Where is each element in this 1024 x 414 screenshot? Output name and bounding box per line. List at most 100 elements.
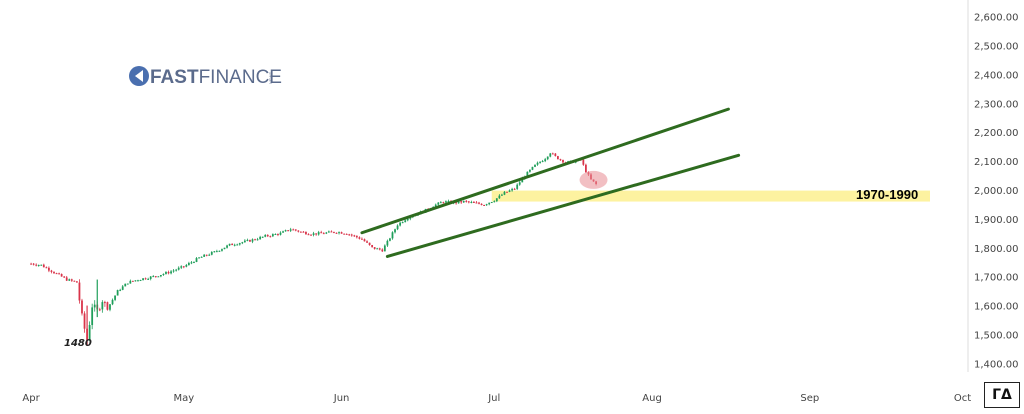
candle-body bbox=[246, 239, 249, 241]
candle-body bbox=[231, 243, 234, 246]
candle-body bbox=[539, 161, 541, 163]
candle-body bbox=[83, 313, 86, 329]
candle-body bbox=[521, 178, 524, 183]
candle-body bbox=[320, 232, 323, 234]
candle-body bbox=[203, 254, 206, 257]
candle-body bbox=[493, 201, 496, 203]
y-tick-label: 2,200.00 bbox=[974, 128, 1019, 139]
candle-body bbox=[249, 239, 251, 242]
candle-body bbox=[129, 280, 132, 284]
x-tick-label: Apr bbox=[22, 393, 40, 404]
candle-body bbox=[48, 267, 50, 271]
candle-body bbox=[264, 235, 267, 237]
candle-body bbox=[391, 232, 394, 239]
candle-body bbox=[124, 283, 127, 287]
candle-body bbox=[42, 264, 45, 268]
candle-body bbox=[236, 244, 239, 246]
candle-body bbox=[335, 232, 338, 234]
candle-body bbox=[381, 249, 384, 252]
candle-body bbox=[470, 201, 473, 203]
low-annotation-label: 1480 bbox=[64, 338, 92, 349]
candle-body bbox=[274, 234, 277, 236]
candle-body bbox=[315, 233, 318, 235]
candle-body bbox=[376, 248, 379, 250]
candle-body bbox=[175, 269, 178, 271]
y-tick-label: 1,900.00 bbox=[974, 215, 1019, 226]
candle-body bbox=[307, 234, 310, 236]
candle-body bbox=[350, 234, 353, 236]
candle-body bbox=[177, 267, 180, 270]
candle-body bbox=[404, 220, 407, 223]
candle-body bbox=[58, 273, 60, 275]
candle-body bbox=[310, 234, 312, 236]
candle-body bbox=[35, 264, 38, 266]
candle-body bbox=[279, 232, 282, 235]
candle-body bbox=[139, 280, 142, 282]
candle-body bbox=[154, 276, 157, 278]
candle-body bbox=[147, 278, 150, 280]
candle-body bbox=[582, 159, 585, 165]
candle-body bbox=[544, 159, 547, 162]
candle-body bbox=[106, 302, 109, 310]
y-tick-label: 2,000.00 bbox=[974, 186, 1019, 197]
candle-body bbox=[254, 239, 256, 241]
candle-body bbox=[490, 202, 493, 204]
candle-body bbox=[473, 201, 475, 203]
candle-body bbox=[401, 222, 404, 224]
candle-body bbox=[312, 233, 315, 235]
candle-body bbox=[386, 240, 389, 246]
candle-body bbox=[193, 261, 195, 263]
candle-body bbox=[233, 244, 236, 246]
candle-body bbox=[396, 225, 399, 230]
y-tick-label: 1,700.00 bbox=[974, 273, 1019, 284]
candle-body bbox=[65, 277, 68, 281]
candle-body bbox=[373, 247, 376, 249]
logo-small-text: NEWS bbox=[268, 72, 273, 84]
candle-body bbox=[297, 230, 300, 232]
candle-body bbox=[60, 273, 63, 277]
candle-body bbox=[45, 267, 48, 269]
candle-body bbox=[111, 299, 114, 305]
x-tick-label: Jun bbox=[333, 393, 350, 404]
support-zone-band bbox=[491, 190, 930, 202]
candle-body bbox=[172, 270, 175, 272]
candle-body bbox=[221, 249, 223, 251]
candle-body bbox=[322, 233, 325, 235]
candle-body bbox=[271, 234, 274, 237]
candle-body bbox=[101, 302, 104, 310]
candle-body bbox=[259, 236, 262, 240]
x-tick-label: Jul bbox=[487, 393, 500, 404]
candle-body bbox=[455, 202, 458, 204]
candle-body bbox=[277, 234, 279, 236]
candle-body bbox=[70, 279, 73, 281]
candle-body bbox=[282, 231, 284, 233]
candle-body bbox=[457, 201, 460, 204]
candle-body bbox=[445, 201, 447, 203]
candle-body bbox=[116, 290, 119, 296]
candle-body bbox=[73, 280, 76, 282]
candle-body bbox=[485, 204, 488, 206]
candle-body bbox=[103, 302, 106, 304]
y-tick-label: 2,100.00 bbox=[974, 157, 1019, 168]
candle-body bbox=[121, 286, 124, 290]
candle-body bbox=[37, 264, 40, 266]
candle-body bbox=[439, 202, 442, 204]
candle-body bbox=[355, 235, 358, 238]
candle-body bbox=[516, 184, 519, 189]
candle-body bbox=[109, 304, 111, 310]
candle-body bbox=[495, 198, 498, 202]
candle-body bbox=[467, 201, 470, 203]
x-tick-label: Oct bbox=[954, 393, 971, 404]
candle-body bbox=[50, 270, 53, 272]
candle-body bbox=[40, 264, 43, 266]
candle-body bbox=[299, 231, 302, 233]
y-tick-label: 2,500.00 bbox=[974, 42, 1019, 53]
chart-badge[interactable]: ΓΔ bbox=[984, 382, 1020, 408]
candle-body bbox=[180, 266, 183, 268]
candle-body bbox=[63, 276, 66, 278]
candle-body bbox=[358, 237, 361, 239]
candle-body bbox=[330, 231, 333, 233]
logo-arrow-icon bbox=[135, 70, 143, 82]
candle-body bbox=[243, 240, 246, 243]
candle-body bbox=[210, 252, 213, 255]
